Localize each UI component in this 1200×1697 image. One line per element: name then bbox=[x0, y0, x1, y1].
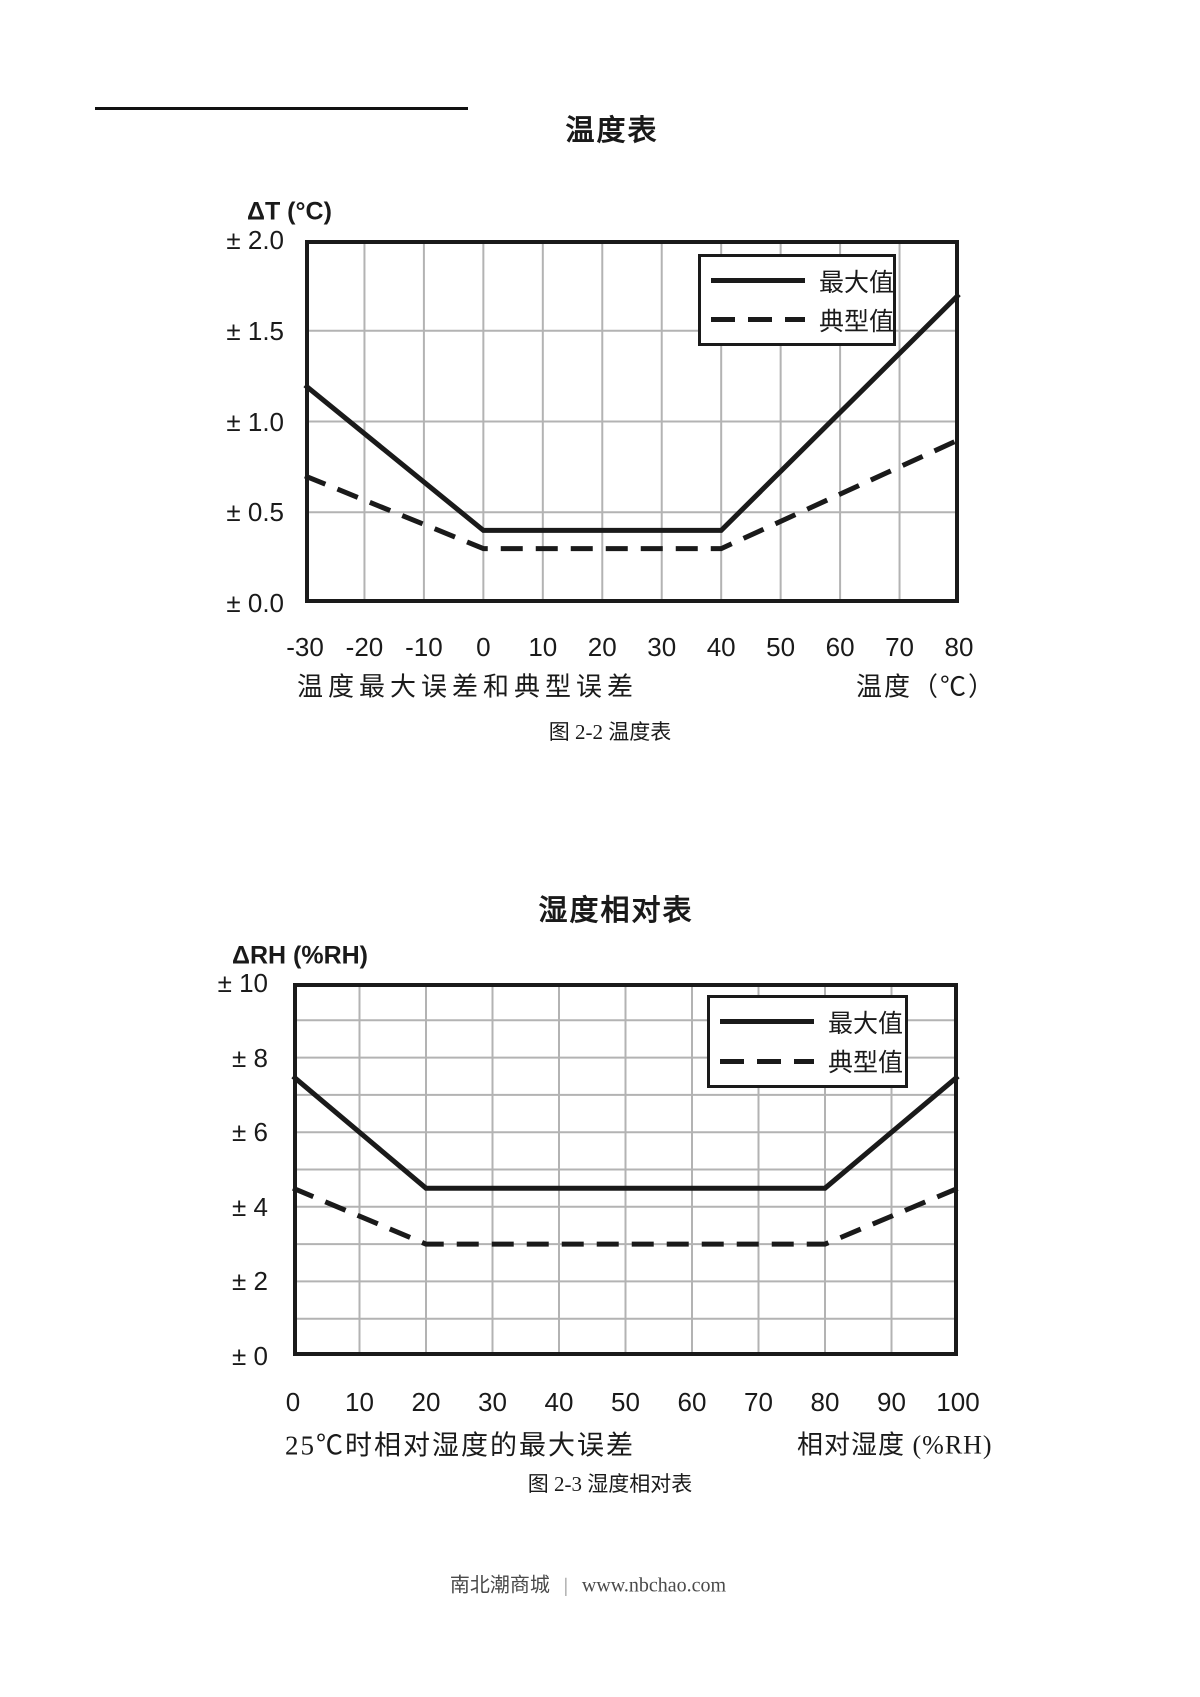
y-tick-label: ± 0.5 bbox=[226, 497, 284, 528]
y-tick-label: ± 8 bbox=[232, 1042, 268, 1073]
header-rule bbox=[95, 107, 468, 110]
series-max-line bbox=[303, 292, 961, 533]
plot-area: 最大值 典型值 bbox=[303, 240, 961, 603]
y-tick-label: ± 6 bbox=[232, 1117, 268, 1148]
series-typical-line bbox=[292, 1185, 959, 1247]
plot-area: 最大值 典型值 bbox=[291, 983, 960, 1356]
x-axis-unit-label: 温度（℃） bbox=[856, 672, 997, 702]
x-tick-label: 10 bbox=[345, 1387, 374, 1417]
x-tick-label: 90 bbox=[877, 1387, 906, 1417]
footer: 南北潮商城 | www.nbchao.com bbox=[450, 1569, 726, 1598]
x-axis-unit-label: 相对湿度 (%RH) bbox=[797, 1430, 993, 1460]
y-tick-label: ± 0.0 bbox=[226, 588, 284, 618]
plot-border bbox=[305, 240, 959, 603]
x-tick-label: 0 bbox=[285, 1387, 301, 1417]
x-tick-label: 60 bbox=[677, 1387, 707, 1417]
x-tick-label: 0 bbox=[476, 632, 491, 662]
chart-description: 25℃时相对湿度的最大误差 bbox=[285, 1430, 635, 1461]
x-tick-label: 50 bbox=[611, 1387, 640, 1417]
x-tick-label: 80 bbox=[944, 632, 974, 662]
y-tick-label: ± 1.5 bbox=[226, 315, 284, 346]
x-tick-label: 80 bbox=[810, 1387, 840, 1417]
x-tick-label: 20 bbox=[587, 632, 617, 662]
chart-title: 温度表 bbox=[565, 115, 659, 147]
x-tick-label: 30 bbox=[647, 632, 677, 662]
legend-solid-line-sample bbox=[711, 278, 805, 283]
x-tick-label: 10 bbox=[528, 632, 558, 662]
y-axis-label: ΔRH (%RH) bbox=[232, 941, 369, 970]
chart-description: 温度最大误差和典型误差 bbox=[297, 672, 639, 702]
plot-canvas bbox=[303, 240, 961, 603]
x-tick-label: 40 bbox=[544, 1387, 574, 1417]
series-typical-line bbox=[304, 437, 961, 552]
legend-item-max: 最大值 bbox=[720, 1004, 905, 1040]
x-tick-label: 60 bbox=[825, 632, 855, 662]
y-axis-label: ΔT (°C) bbox=[247, 197, 332, 226]
footer-site-name: 南北潮商城 bbox=[449, 1574, 550, 1597]
y-tick-label: ± 4 bbox=[232, 1191, 268, 1222]
x-tick-label: -30 bbox=[286, 632, 324, 662]
legend-label-typical: 典型值 bbox=[819, 308, 895, 336]
footer-url: www.nbchao.com bbox=[581, 1574, 727, 1597]
x-tick-label: 100 bbox=[936, 1387, 980, 1417]
x-tick-label: 70 bbox=[744, 1387, 773, 1417]
legend: 最大值 典型值 bbox=[707, 995, 908, 1088]
x-tick-label: -20 bbox=[345, 632, 384, 662]
legend-item-max: 最大值 bbox=[711, 263, 895, 299]
x-tick-label: 40 bbox=[706, 632, 736, 662]
x-tick-label: 30 bbox=[478, 1387, 507, 1417]
y-tick-label: ± 2 bbox=[232, 1266, 268, 1297]
y-tick-label: ± 0 bbox=[232, 1341, 268, 1371]
x-tick-label: 50 bbox=[766, 632, 796, 662]
legend-label-typical: 典型值 bbox=[828, 1050, 904, 1078]
figure-caption: 图 2-3 湿度相对表 bbox=[527, 1472, 693, 1496]
y-tick-label: ± 10 bbox=[217, 968, 268, 998]
legend-dashed-line-sample bbox=[720, 1058, 814, 1064]
legend-label-max: 最大值 bbox=[819, 269, 895, 297]
x-tick-label: 20 bbox=[411, 1387, 441, 1417]
x-tick-label: -10 bbox=[405, 632, 443, 662]
chart-title: 湿度相对表 bbox=[538, 895, 694, 927]
y-tick-label: ± 2.0 bbox=[226, 225, 284, 255]
legend-item-typical: 典型值 bbox=[711, 302, 895, 338]
figure-caption: 图 2-2 温度表 bbox=[548, 720, 672, 744]
legend-label-max: 最大值 bbox=[828, 1010, 904, 1038]
x-tick-label: 70 bbox=[885, 632, 914, 662]
grid bbox=[306, 241, 958, 602]
legend-dashed-line-sample bbox=[711, 317, 805, 322]
series-max-line bbox=[291, 1074, 960, 1191]
legend: 最大值 典型值 bbox=[698, 254, 896, 346]
plot-border bbox=[293, 983, 958, 1356]
legend-solid-line-sample bbox=[720, 1019, 814, 1025]
footer-separator: | bbox=[563, 1574, 568, 1597]
legend-item-typical: 典型值 bbox=[720, 1043, 905, 1079]
y-tick-label: ± 1.0 bbox=[226, 406, 284, 437]
